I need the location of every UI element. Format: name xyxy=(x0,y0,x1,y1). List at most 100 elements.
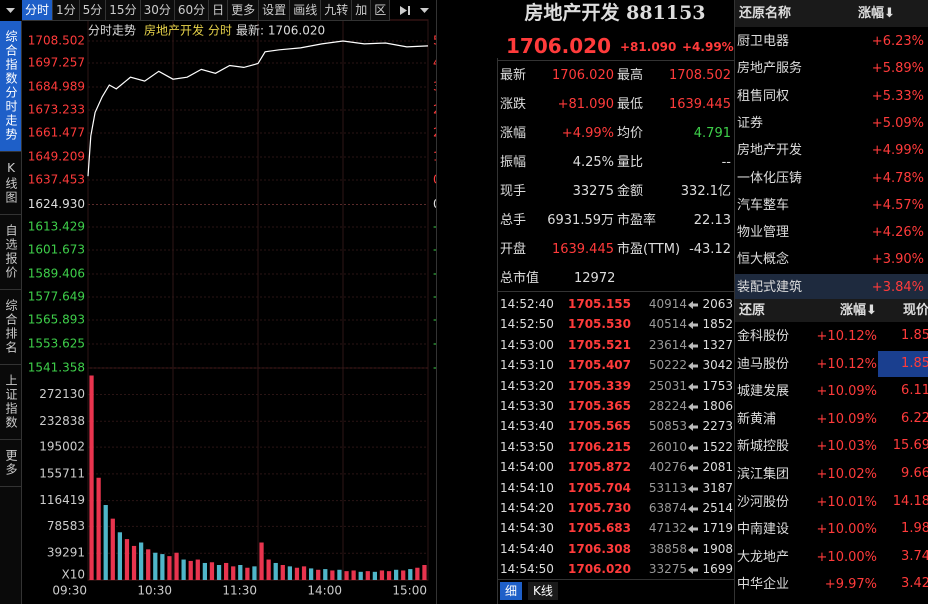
trade-arrow xyxy=(688,341,698,350)
stock-name[interactable]: 城建发展 xyxy=(737,384,790,400)
sector-name[interactable]: 恒大概念 xyxy=(737,252,790,268)
volume-bar xyxy=(238,565,243,580)
chart-title: 分时走势 xyxy=(88,24,136,38)
stock-header[interactable]: 现价 xyxy=(903,303,928,318)
sector-name[interactable]: 汽车整车 xyxy=(737,197,790,213)
stock-name[interactable]: 中南建设 xyxy=(737,522,790,538)
sector-name[interactable]: 一体化压铸 xyxy=(737,170,803,186)
sidebar-tab[interactable]: 更多 xyxy=(0,440,21,487)
sector-header[interactable]: 还原名称 xyxy=(739,6,792,21)
volume-bar xyxy=(280,565,285,580)
stock-name[interactable]: 中华企业 xyxy=(737,577,790,593)
trade-price: 1706.308 xyxy=(568,541,632,556)
quote-value: 4.25% xyxy=(572,155,614,170)
sector-header[interactable]: 涨幅⬇ xyxy=(858,6,895,21)
trade-volume: 33275 xyxy=(648,562,687,577)
stock-name[interactable]: 大龙地产 xyxy=(737,549,790,565)
quote-change: +81.090 xyxy=(620,40,677,54)
stock-price: 1.85 xyxy=(878,350,928,377)
stock-price: 6.22 xyxy=(901,410,928,426)
quote-value: 1639.445 xyxy=(668,97,731,112)
period-tab[interactable]: 九转 xyxy=(321,0,353,20)
period-tab[interactable]: 画线 xyxy=(290,0,322,20)
period-tab[interactable]: 15分 xyxy=(106,0,141,20)
stock-name[interactable]: 迪马股份 xyxy=(737,356,790,372)
y2-tick-label: -4.39% xyxy=(433,337,436,351)
trade-arrow xyxy=(688,464,698,473)
y2-tick-label: -0.71% xyxy=(433,220,436,234)
volume-unit: X10 xyxy=(62,568,86,582)
trade-arrow xyxy=(688,382,698,391)
sector-name[interactable]: 证券 xyxy=(737,115,764,131)
sidebar-tab[interactable]: K线图 xyxy=(0,152,21,215)
volume-bar xyxy=(231,566,236,580)
sector-name[interactable]: 装配式建筑 xyxy=(737,279,803,295)
sector-name[interactable]: 物业管理 xyxy=(737,225,790,241)
y2-tick-label: -5.14% xyxy=(433,361,436,375)
y2-tick-label: 2.25% xyxy=(433,125,436,139)
sector-name[interactable]: 租售同权 xyxy=(737,88,790,104)
trade-price: 1705.704 xyxy=(568,480,632,495)
sector-change: +3.90% xyxy=(871,252,924,268)
period-tab[interactable]: 分时 xyxy=(22,0,54,20)
stock-header[interactable]: 涨幅⬇ xyxy=(840,303,877,318)
stock-name[interactable]: 沙河股份 xyxy=(737,494,790,510)
trade-time: 14:53:20 xyxy=(500,378,554,393)
trade-price: 1705.155 xyxy=(568,297,632,311)
period-tab[interactable]: 更多 xyxy=(228,0,260,20)
sector-name[interactable]: 厨卫电器 xyxy=(737,34,790,49)
quote-label: 涨跌 xyxy=(500,97,527,112)
detail-tab[interactable]: K线 xyxy=(528,582,558,600)
quote-label: 均价 xyxy=(617,126,644,141)
detail-tab[interactable]: 细 xyxy=(500,582,523,600)
stock-header[interactable]: 还原 xyxy=(739,303,766,318)
trade-arrow xyxy=(688,301,698,309)
stock-change: +10.12% xyxy=(816,356,877,372)
volume-bar xyxy=(394,569,399,580)
period-tab[interactable]: 1分 xyxy=(53,0,80,20)
menu-icon[interactable] xyxy=(0,0,21,20)
trade-price: 1706.020 xyxy=(568,562,632,577)
sector-change: +4.99% xyxy=(871,143,924,159)
period-tab[interactable]: 加 xyxy=(352,0,372,20)
volume-bar xyxy=(379,570,385,580)
period-tab[interactable]: 日 xyxy=(209,0,229,20)
sector-change: +5.33% xyxy=(871,88,924,104)
y2-tick-label: 3.70% xyxy=(433,79,436,93)
stock-price: 14.18 xyxy=(892,493,928,509)
stock-name[interactable]: 滨江集团 xyxy=(737,467,790,482)
sidebar-tab[interactable]: 综合指数分时走势 xyxy=(0,21,21,152)
sidebar-tab[interactable]: 上证指数 xyxy=(0,365,21,440)
quote-label: 振幅 xyxy=(500,155,527,170)
period-tab[interactable]: 5分 xyxy=(80,0,107,20)
stock-name[interactable]: 新黄浦 xyxy=(737,411,777,427)
sidebar-tab[interactable]: 自选报价 xyxy=(0,215,21,290)
quote-pct: +4.99% xyxy=(682,40,734,54)
stock-header-bg xyxy=(735,299,928,322)
trade-volume: 40276 xyxy=(648,460,687,475)
sector-name[interactable]: 房地产服务 xyxy=(737,61,803,77)
y2-tick-label: 0.77% xyxy=(433,173,436,187)
quote-label: 最高 xyxy=(617,68,644,83)
sidebar-tab[interactable]: 综合排名 xyxy=(0,290,21,365)
period-tab[interactable]: 设置 xyxy=(259,0,291,20)
trade-price: 1705.339 xyxy=(568,378,632,393)
trade-time: 14:54:30 xyxy=(500,521,554,536)
trade-time: 14:54:10 xyxy=(500,480,554,495)
sector-name[interactable]: 房地产开发 xyxy=(737,143,803,159)
stock-name[interactable]: 金科股份 xyxy=(737,329,790,344)
trade-arrow xyxy=(688,566,698,575)
period-tab[interactable]: 60分 xyxy=(175,0,210,20)
stock-name[interactable]: 新城控股 xyxy=(737,439,790,455)
period-tab[interactable]: 区 xyxy=(371,0,391,20)
y-tick-label: 1684.989 xyxy=(28,80,85,94)
trade-price: 1705.683 xyxy=(568,521,632,536)
y-tick-label: 1661.477 xyxy=(28,125,85,139)
volume-bar xyxy=(167,556,172,580)
toolbar-icons[interactable] xyxy=(397,3,433,18)
trade-time: 14:52:50 xyxy=(500,317,554,332)
chart-mode: 分时 xyxy=(208,24,232,38)
period-tab[interactable]: 30分 xyxy=(141,0,175,20)
sector-change: +4.78% xyxy=(871,170,924,186)
trade-lots: 1753 xyxy=(702,378,733,393)
